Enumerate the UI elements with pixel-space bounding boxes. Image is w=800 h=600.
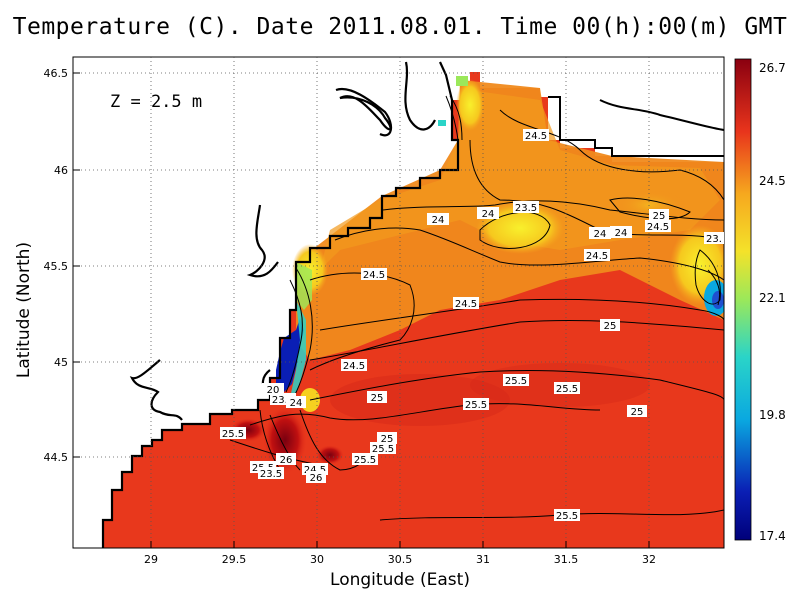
svg-text:24.5: 24.5	[363, 270, 385, 281]
svg-text:23.: 23.	[706, 234, 722, 245]
colorbar-tick-label: 22.1	[759, 291, 786, 305]
svg-text:24.5: 24.5	[304, 465, 326, 476]
svg-text:24: 24	[594, 229, 607, 240]
contour-label: 26	[306, 471, 326, 484]
contour-lines	[229, 95, 724, 521]
svg-text:25: 25	[381, 434, 394, 445]
svg-text:24.5: 24.5	[455, 299, 477, 310]
x-axis-label: Longitude (East)	[330, 570, 470, 590]
contour-label: 23.	[704, 232, 724, 245]
svg-text:24: 24	[290, 398, 303, 409]
svg-text:20: 20	[267, 385, 280, 396]
svg-text:24.5: 24.5	[343, 361, 365, 372]
contour-label: 25	[649, 209, 669, 222]
y-tick-label: 44.5	[44, 451, 69, 464]
svg-text:25: 25	[631, 407, 644, 418]
contour-label: 25.5	[463, 398, 489, 411]
sea-field	[103, 72, 724, 548]
cold-upwelling	[276, 318, 304, 392]
svg-text:25.5: 25.5	[465, 400, 487, 411]
svg-text:25.5: 25.5	[222, 429, 244, 440]
svg-text:24.5: 24.5	[647, 222, 669, 233]
cold-north-spot	[438, 120, 446, 126]
svg-text:23.5: 23.5	[260, 469, 282, 480]
contour-label: 25	[367, 391, 387, 404]
contour-label: 25.5	[503, 374, 529, 387]
depth-label: Z = 2.5 m	[110, 92, 202, 112]
tick-marks	[73, 72, 650, 548]
y-tick-label: 46.5	[44, 67, 69, 80]
coast-ne	[548, 96, 725, 157]
land-mask	[548, 57, 724, 156]
contour-label: 25	[600, 319, 620, 332]
contour-label: 24	[427, 213, 449, 226]
svg-text:25.5: 25.5	[556, 511, 578, 522]
cold-ne-core	[712, 291, 724, 309]
contour-label: 25.5	[554, 382, 580, 395]
green-north-spot	[456, 76, 468, 86]
svg-text:24.5: 24.5	[525, 131, 547, 142]
svg-text:25: 25	[371, 393, 384, 404]
yellow-north	[456, 79, 484, 131]
y-axis-label: Latitude (North)	[14, 241, 34, 379]
contour-label: 23.5	[258, 467, 284, 480]
colorbar-tick-label: 19.8	[759, 408, 786, 422]
svg-text:26: 26	[280, 455, 293, 466]
svg-text:24: 24	[432, 215, 445, 226]
contour-label: 25.5	[370, 442, 396, 455]
svg-text:26: 26	[310, 473, 323, 484]
svg-text:24: 24	[615, 228, 628, 239]
svg-text:25.5: 25.5	[556, 384, 578, 395]
contour-label: 24.5	[645, 220, 671, 233]
svg-text:23.5: 23.5	[515, 203, 537, 214]
contour-label: 25.5	[220, 427, 246, 440]
y-tick-label: 46	[54, 164, 68, 177]
x-tick-label: 31	[476, 553, 490, 566]
chart-title: Temperature (C). Date 2011.08.01. Time 0…	[12, 14, 788, 40]
orange-mid	[320, 90, 720, 270]
contour-label: 25	[377, 432, 397, 445]
svg-text:24.5: 24.5	[586, 251, 608, 262]
contour-label: 24.5	[341, 359, 367, 372]
hotspot-s	[316, 445, 344, 465]
x-tick-label: 32	[642, 553, 656, 566]
gridlines	[73, 57, 724, 548]
colorbar	[734, 58, 752, 541]
plot-frame	[72, 56, 725, 549]
contour-label: 24.5	[523, 129, 549, 142]
contour-label: 25.5	[352, 453, 378, 466]
contour-label: 25	[627, 405, 647, 418]
contour-label: 23.5	[513, 201, 539, 214]
y-tick-label: 45	[54, 356, 68, 369]
colorbar-tick-label: 24.5	[759, 174, 786, 188]
svg-text:24: 24	[482, 209, 495, 220]
contour-label: 24	[286, 396, 306, 409]
x-tick-label: 30.5	[388, 553, 413, 566]
contour-label: 24.5	[361, 268, 387, 281]
contour-labels: 24.5 23.5 24 24 25 24.5 24 24 23. 24.5 2…	[220, 129, 724, 522]
contour-label: 25.5	[554, 509, 580, 522]
svg-text:25.5: 25.5	[354, 455, 376, 466]
contour-label: 20	[262, 383, 284, 396]
svg-text:25: 25	[604, 321, 617, 332]
contour-label: 24	[589, 227, 611, 240]
svg-text:25.5: 25.5	[372, 444, 394, 455]
contour-label: 24.5	[453, 297, 479, 310]
x-tick-label: 31.5	[554, 553, 579, 566]
svg-text:25.5: 25.5	[505, 376, 527, 387]
svg-text:25: 25	[653, 211, 666, 222]
x-tick-label: 30	[310, 553, 324, 566]
svg-text:23.5: 23.5	[272, 395, 294, 406]
colorbar-ticks: 26.7 24.5 22.1 19.8 17.4	[759, 61, 786, 543]
y-tick-label: 45.5	[44, 260, 69, 273]
contour-label: 24.5	[584, 249, 610, 262]
colorbar-tick-label: 26.7	[759, 61, 786, 75]
colorbar-tick-label: 17.4	[759, 529, 786, 543]
x-tick-label: 29.5	[222, 553, 247, 566]
contour-label: 24	[477, 207, 499, 220]
contour-label: 26	[276, 453, 296, 466]
x-tick-label: 29	[144, 553, 158, 566]
contour-label: 24	[610, 226, 632, 239]
